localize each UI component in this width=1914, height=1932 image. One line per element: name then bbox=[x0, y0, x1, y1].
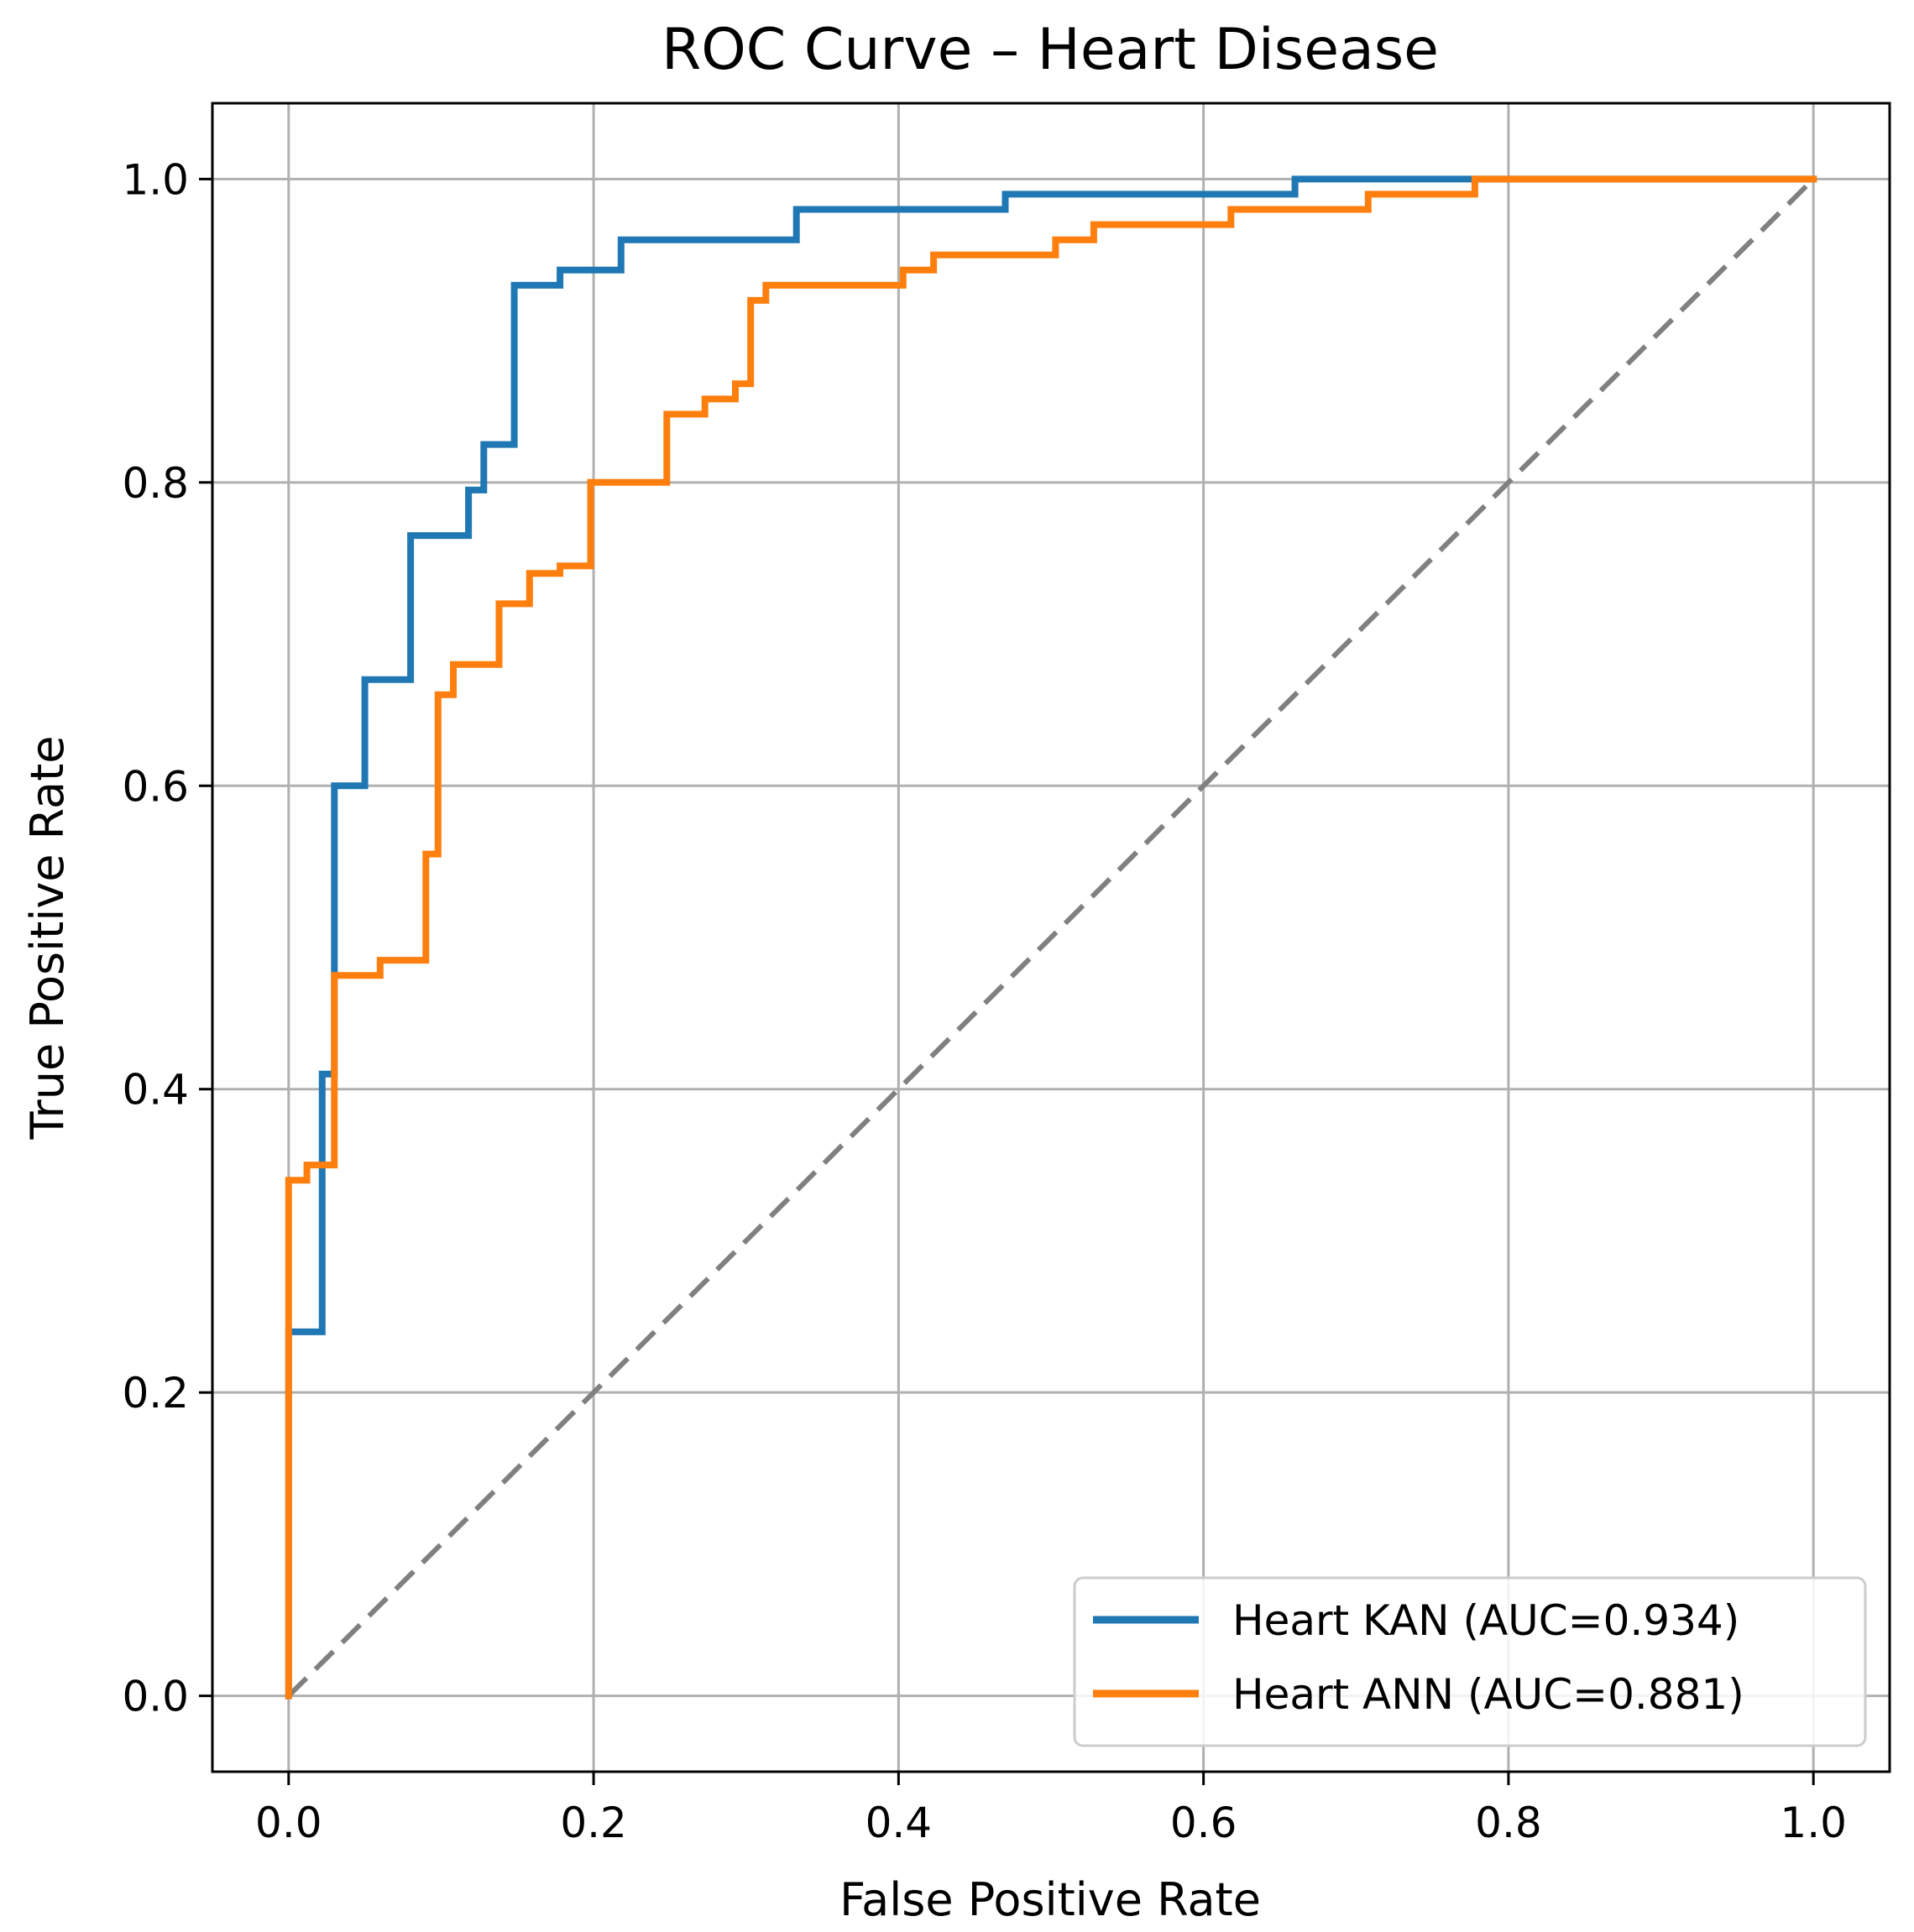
axis-ticks: 0.0 0.2 0.4 0.6 0.8 1.0 0.0 0.2 0.4 0.6 0.8 1.0 bbox=[122, 155, 1846, 1847]
x-tick-label-4: 0.8 bbox=[1475, 1799, 1542, 1847]
chart-title: ROC Curve – Heart Disease bbox=[662, 17, 1439, 83]
plot-frame bbox=[211, 102, 1891, 1773]
y-tick-label-3: 0.6 bbox=[122, 762, 189, 811]
y-tick-label-1: 0.2 bbox=[122, 1369, 189, 1418]
y-tick-label-2: 0.4 bbox=[122, 1066, 189, 1115]
legend: Heart KAN (AUC=0.934) Heart ANN (AUC=0.8… bbox=[1073, 1576, 1867, 1747]
x-tick-label-1: 0.2 bbox=[560, 1799, 627, 1847]
chance-diagonal-line bbox=[286, 177, 1816, 1698]
y-tick-label-5: 1.0 bbox=[122, 155, 189, 204]
x-axis-label: False Positive Rate bbox=[839, 1873, 1261, 1926]
y-tick-label-4: 0.8 bbox=[122, 459, 189, 508]
plot-area bbox=[285, 175, 1817, 1700]
y-tick-label-0: 0.0 bbox=[122, 1673, 189, 1721]
legend-label-kan: Heart KAN (AUC=0.934) bbox=[1232, 1596, 1739, 1645]
x-tick-label-2: 0.4 bbox=[865, 1799, 933, 1847]
legend-label-ann: Heart ANN (AUC=0.881) bbox=[1232, 1670, 1744, 1719]
x-tick-label-3: 0.6 bbox=[1170, 1799, 1237, 1847]
series-line-ann bbox=[285, 175, 1817, 1700]
x-tick-label-5: 1.0 bbox=[1780, 1799, 1847, 1847]
legend-box bbox=[1073, 1576, 1867, 1747]
series-line-kan bbox=[285, 175, 1817, 1700]
y-axis-label: True Positive Rate bbox=[21, 735, 74, 1140]
grid-lines bbox=[212, 103, 1890, 1772]
x-tick-label-0: 0.0 bbox=[255, 1799, 322, 1847]
